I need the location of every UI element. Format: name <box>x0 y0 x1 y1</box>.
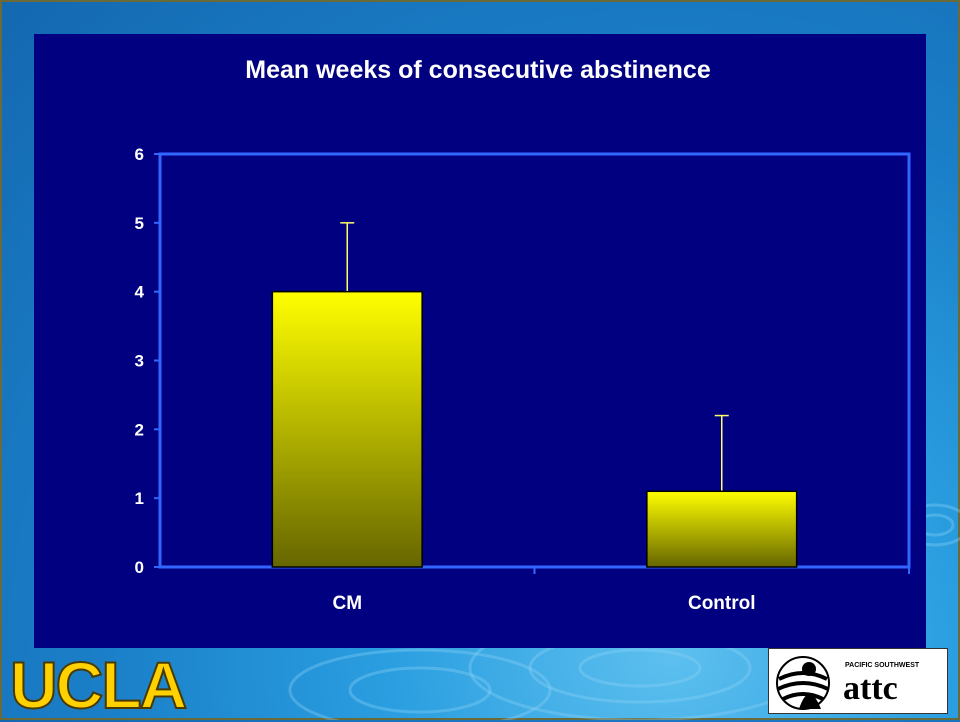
attc-globe-icon <box>776 656 830 710</box>
y-tick-label: 6 <box>135 145 144 164</box>
attc-main-text: attc <box>843 670 898 707</box>
y-tick-label: 5 <box>135 214 144 233</box>
bar-control <box>646 490 798 568</box>
attc-small-text: PACIFIC SOUTHWEST <box>845 662 920 669</box>
attc-logo-graphic: PACIFIC SOUTHWEST attc <box>776 656 920 710</box>
y-tick-label: 4 <box>135 283 145 302</box>
bar-chart: Mean weeks of consecutive abstinence 0 1 2… <box>135 56 911 614</box>
chart-panel: Mean weeks of consecutive abstinence 0 1 2… <box>34 34 926 648</box>
x-tick-label-control: Control <box>688 593 756 614</box>
attc-logo: PACIFIC SOUTHWEST attc <box>768 648 948 714</box>
x-tick-label-cm: CM <box>332 593 362 614</box>
y-tick-label: 1 <box>135 489 144 508</box>
ucla-logo: UCLA <box>9 648 188 722</box>
y-tick-label: 0 <box>135 558 144 577</box>
y-tick-label: 3 <box>135 352 144 371</box>
chart-title: Mean weeks of consecutive abstinence <box>245 56 711 84</box>
y-tick-label: 2 <box>135 420 144 439</box>
bar-cm <box>271 290 423 568</box>
